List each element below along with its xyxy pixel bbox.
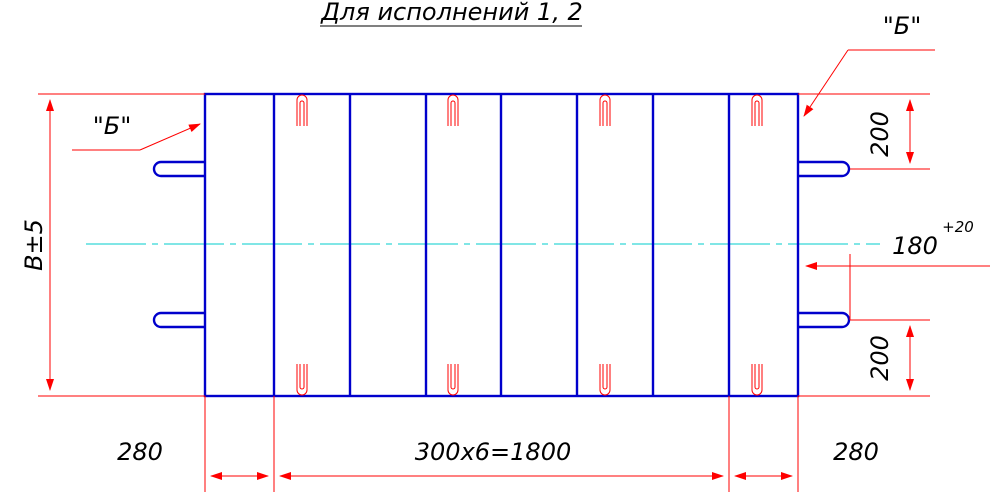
height-dimension: B±5 <box>20 93 205 397</box>
right-handle-bottom <box>798 311 851 329</box>
top-offset-dimension-label: 200 <box>866 111 894 157</box>
center-dimension-tolerance: +20 <box>942 218 974 236</box>
right-handle-top <box>798 160 851 178</box>
right-width-label: 280 <box>833 438 879 466</box>
bottom-offset-dimension-label: 200 <box>866 335 894 381</box>
left-width-label: 280 <box>117 438 163 466</box>
top-offset-dimension: 200 <box>798 93 930 170</box>
clip-icon <box>751 364 763 396</box>
clip-icon <box>751 94 763 126</box>
clip-icon <box>447 94 459 126</box>
panel-dividers <box>272 94 731 396</box>
height-dimension-label: B±5 <box>20 219 48 271</box>
left-handle-top <box>152 160 205 178</box>
left-handle-bottom <box>152 311 205 329</box>
bottom-dimensions: 280 300х6=1800 280 <box>117 396 879 492</box>
top-clips <box>296 94 763 126</box>
clip-icon <box>296 364 308 396</box>
drawing-title: Для исполнений 1, 2 <box>320 0 582 26</box>
middle-width-label: 300х6=1800 <box>415 438 571 466</box>
center-dimension-label: 180 <box>892 232 938 260</box>
clip-icon <box>599 364 611 396</box>
bottom-clips <box>296 364 763 396</box>
clip-icon <box>296 94 308 126</box>
view-marker-right-label: "Б" <box>883 12 922 40</box>
center-dimension: 180 +20 <box>805 218 990 320</box>
view-marker-left-label: "Б" <box>93 112 132 140</box>
clip-icon <box>599 94 611 126</box>
view-marker-left: "Б" <box>72 112 201 151</box>
clip-icon <box>447 364 459 396</box>
bottom-offset-dimension: 200 <box>798 319 930 397</box>
view-marker-right: "Б" <box>803 12 935 117</box>
